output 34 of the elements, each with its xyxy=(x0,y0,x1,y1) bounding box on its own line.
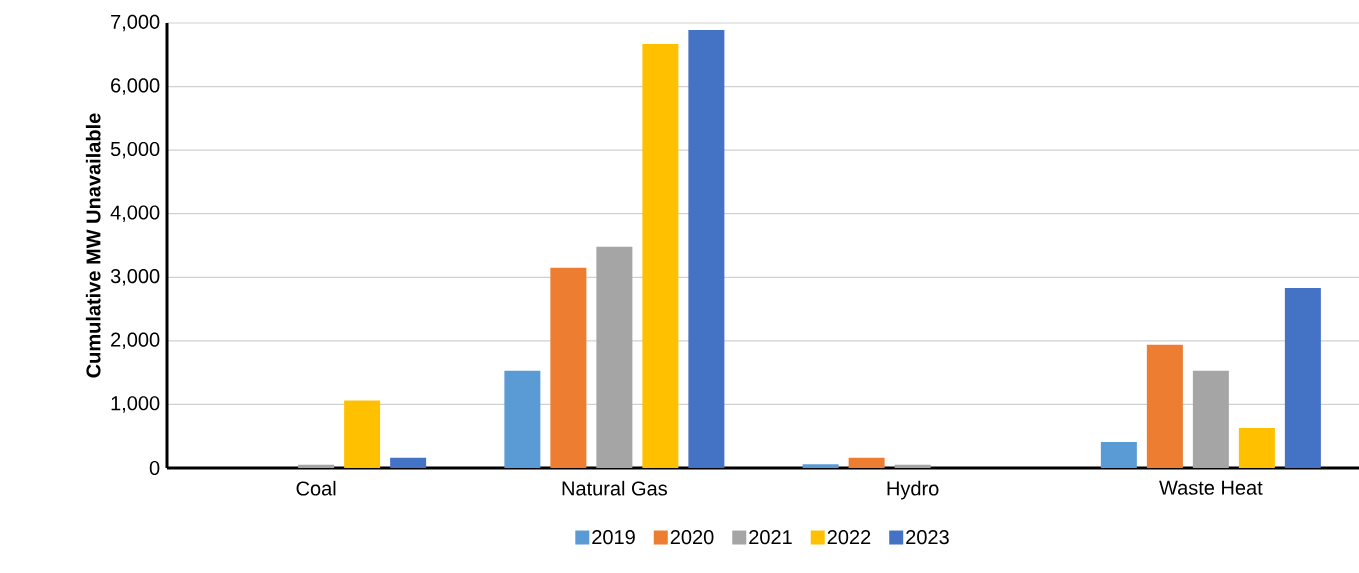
bar xyxy=(894,464,931,468)
bar xyxy=(390,457,427,468)
y-tick-label: 4,000 xyxy=(110,205,160,222)
bar xyxy=(1192,370,1229,468)
bar xyxy=(298,464,335,468)
bar xyxy=(1146,344,1183,468)
y-tick-label: 7,000 xyxy=(111,14,160,32)
y-tick-label: 1,000 xyxy=(111,396,160,413)
bar xyxy=(344,400,381,468)
y-tick-label: 0 xyxy=(149,460,160,476)
bar xyxy=(504,370,541,468)
bar xyxy=(848,457,885,468)
bar xyxy=(642,43,679,468)
legend-label: 2020 xyxy=(670,530,714,545)
x-tick-label: Hydro xyxy=(887,480,939,500)
legend-label: 2021 xyxy=(749,530,792,545)
bar xyxy=(802,464,839,468)
x-tick-label: Natural Gas xyxy=(562,480,667,496)
y-tick-label: 5,000 xyxy=(110,141,160,159)
y-tick-label: 2,000 xyxy=(111,332,160,350)
bar xyxy=(1100,441,1137,468)
x-tick-label: Coal xyxy=(296,480,336,496)
legend-label: 2022 xyxy=(827,530,871,545)
legend-label: 2019 xyxy=(592,530,635,545)
y-axis-title: Cumulative MW Unavailable xyxy=(85,113,101,378)
x-tick-label: Waste Heat xyxy=(1159,480,1263,495)
bar xyxy=(596,246,633,468)
bar xyxy=(1284,288,1321,468)
y-tick-label: 3,000 xyxy=(110,269,160,286)
legend-label: 2023 xyxy=(906,530,949,545)
y-tick-label: 6,000 xyxy=(111,78,160,95)
bar xyxy=(550,267,587,468)
bar xyxy=(1238,427,1275,468)
bar xyxy=(688,29,725,468)
